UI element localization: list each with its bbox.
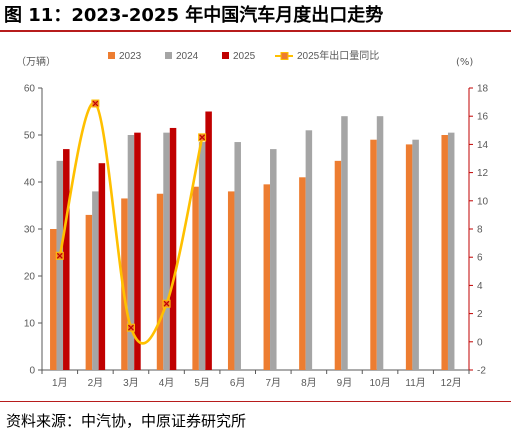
right-tick-label: 14 xyxy=(477,140,489,151)
x-tick-label: 10月 xyxy=(369,377,390,389)
bar-2024 xyxy=(198,142,206,370)
x-tick-label: 4月 xyxy=(159,377,175,389)
yoy-marker-cross xyxy=(163,300,170,307)
left-tick-label: 50 xyxy=(24,131,36,142)
x-tick-label: 8月 xyxy=(301,377,317,389)
bar-2023 xyxy=(370,139,377,370)
right-tick-label: 8 xyxy=(477,225,483,236)
legend-swatch-2023 xyxy=(108,52,115,59)
bar-2023 xyxy=(299,177,306,370)
bar-2024 xyxy=(270,149,277,370)
x-tick-label: 11月 xyxy=(405,377,425,389)
bar-2025 xyxy=(63,149,70,370)
left-tick-label: 10 xyxy=(24,319,36,330)
bar-2023 xyxy=(156,193,164,370)
legend-label-2025: 2025 xyxy=(233,51,256,62)
right-tick-label: 2 xyxy=(477,309,483,320)
bar-2023 xyxy=(121,198,128,370)
x-tick-label: 3月 xyxy=(123,377,139,389)
bar-2023 xyxy=(405,144,413,370)
right-tick-label: 0 xyxy=(477,337,483,348)
yoy-marker-cross xyxy=(128,324,134,331)
yoy-line xyxy=(58,101,204,345)
bar-2024 xyxy=(92,191,99,370)
yoy-marker-cross xyxy=(56,252,63,259)
bar-2024 xyxy=(234,142,241,370)
right-axis-unit: (%) xyxy=(456,57,473,68)
source-note: 资料来源：中汽协，中原证券研究所 xyxy=(6,412,247,430)
legend-label-yoy: 2025年出口量同比 xyxy=(297,49,379,62)
x-tick-label: 1月 xyxy=(52,377,68,389)
right-tick-label: 4 xyxy=(477,281,483,292)
legend-swatch-2024 xyxy=(165,52,172,59)
bar-2023 xyxy=(263,184,271,370)
legend-label-2023: 2023 xyxy=(119,51,142,62)
legend-label-2024: 2024 xyxy=(176,51,199,62)
bar-2024 xyxy=(163,132,170,370)
x-tick-label: 2月 xyxy=(88,377,104,389)
left-tick-label: 40 xyxy=(24,178,36,189)
bar-2024 xyxy=(412,139,419,370)
right-tick-label: 12 xyxy=(477,168,489,179)
yoy-marker-cross xyxy=(92,100,99,107)
bar-2025 xyxy=(98,163,106,370)
bar-2024 xyxy=(376,116,384,370)
title-rule xyxy=(0,30,511,32)
right-tick-label: 10 xyxy=(477,196,489,207)
yoy-marker-cross xyxy=(199,134,206,141)
legend-swatch-2025 xyxy=(222,52,229,59)
bar-2023 xyxy=(50,229,57,370)
x-tick-label: 7月 xyxy=(266,377,282,389)
right-tick-label: -2 xyxy=(477,366,486,377)
left-tick-label: 30 xyxy=(24,225,36,236)
x-tick-label: 5月 xyxy=(194,377,210,389)
bar-2025 xyxy=(134,132,141,370)
left-tick-label: 60 xyxy=(24,84,36,95)
left-tick-label: 0 xyxy=(29,366,35,377)
bar-2024 xyxy=(447,132,455,370)
x-tick-label: 6月 xyxy=(230,377,246,389)
bar-2024 xyxy=(56,160,64,370)
bar-2023 xyxy=(85,214,93,370)
bar-2025 xyxy=(169,127,177,370)
bar-2023 xyxy=(334,160,342,370)
legend-marker-swatch xyxy=(280,52,289,60)
bar-2025 xyxy=(205,111,212,370)
left-axis-unit: （万辆） xyxy=(16,55,56,68)
left-tick-label: 20 xyxy=(24,272,36,283)
figure-title: 图 11：2023-2025 年中国汽车月度出口走势 xyxy=(4,5,384,26)
source-rule xyxy=(0,401,511,402)
bar-2024 xyxy=(305,130,313,370)
bar-2023 xyxy=(227,191,235,370)
right-tick-label: 18 xyxy=(477,84,489,95)
x-tick-label: 12月 xyxy=(441,377,462,389)
bar-2023 xyxy=(441,135,448,370)
bar-2024 xyxy=(127,135,135,370)
right-tick-label: 6 xyxy=(477,253,483,264)
x-tick-label: 9月 xyxy=(337,377,353,389)
bar-2023 xyxy=(192,186,199,370)
bar-2024 xyxy=(341,116,348,370)
right-tick-label: 16 xyxy=(477,112,489,123)
